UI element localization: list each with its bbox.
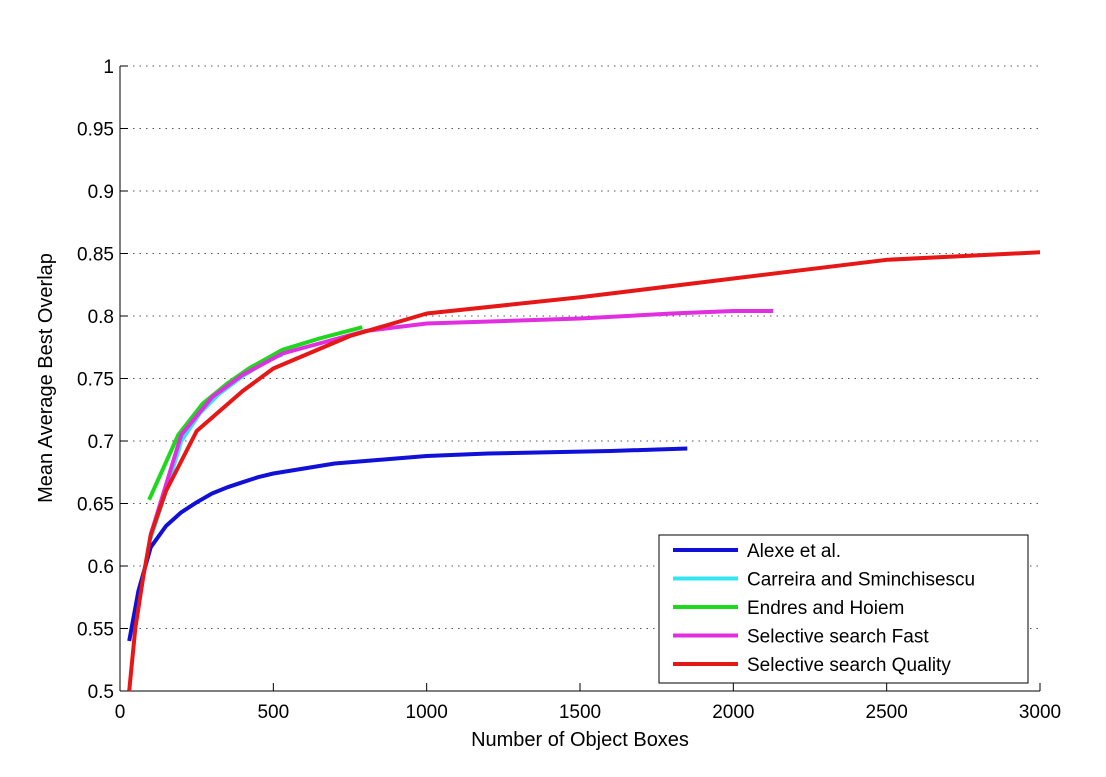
y-tick-label: 0.55 bbox=[77, 620, 114, 641]
series-line-selective-search-quality bbox=[127, 250, 1041, 692]
series-line-alexe-et-al bbox=[127, 446, 688, 642]
x-axis-title: Number of Object Boxes bbox=[471, 729, 689, 751]
x-tick-label: 0 bbox=[115, 702, 126, 723]
x-tick-label: 3000 bbox=[1019, 702, 1061, 723]
y-tick-label: 0.85 bbox=[77, 245, 114, 266]
y-axis-title: Mean Average Best Overlap bbox=[35, 253, 57, 503]
x-tick-label: 500 bbox=[257, 702, 289, 723]
y-tick-label: 0.8 bbox=[88, 307, 114, 328]
legend-label-selective-search-quality: Selective search Quality bbox=[747, 655, 951, 676]
series-lines bbox=[127, 250, 1041, 692]
series-line-carreira-and-sminchisescu bbox=[148, 352, 284, 540]
y-tick-label: 0.65 bbox=[77, 495, 114, 516]
legend-label-carreira-and-sminchisescu: Carreira and Sminchisescu bbox=[747, 570, 975, 591]
legend-label-endres-and-hoiem: Endres and Hoiem bbox=[747, 598, 904, 619]
x-tick-label: 1500 bbox=[559, 702, 601, 723]
y-tick-label: 0.75 bbox=[77, 370, 114, 391]
x-tick-label: 2500 bbox=[866, 702, 908, 723]
y-tick-label: 1 bbox=[103, 57, 114, 78]
y-tick-label: 0.6 bbox=[88, 557, 114, 578]
series-line-selective-search-fast bbox=[148, 309, 774, 536]
y-tick-label: 0.9 bbox=[88, 182, 114, 203]
legend: Alexe et al. Carreira and Sminchisescu End… bbox=[658, 534, 1029, 684]
x-tick-label: 2000 bbox=[712, 702, 754, 723]
y-tick-label: 0.5 bbox=[88, 682, 114, 703]
legend-label-alexe-et-al: Alexe et al. bbox=[747, 541, 841, 562]
y-tick-label: 0.95 bbox=[77, 120, 114, 141]
series-line-endres-and-hoiem bbox=[147, 325, 363, 501]
x-tick-label: 1000 bbox=[406, 702, 448, 723]
axis-ticks: 0.5 0.55 0.6 0.65 0.7 0.75 0.8 0.85 0.9 0.95 1 0 500… bbox=[77, 57, 1061, 723]
y-tick-label: 0.7 bbox=[88, 432, 114, 453]
legend-label-selective-search-fast: Selective search Fast bbox=[747, 627, 929, 648]
